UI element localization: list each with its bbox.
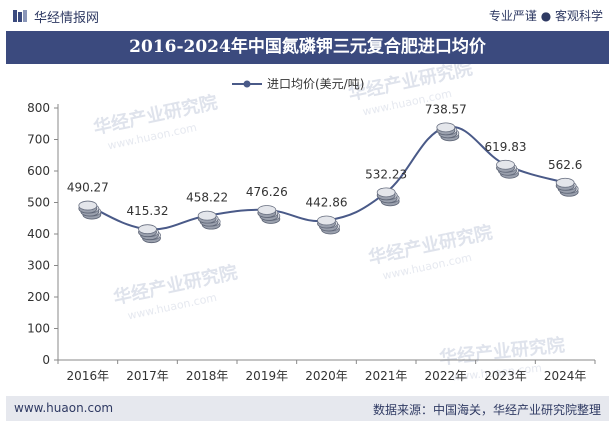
x-tick-label: 2023年 bbox=[484, 369, 527, 383]
watermark-text: 华经产业研究院 bbox=[438, 334, 566, 369]
y-tick-label: 800 bbox=[27, 101, 50, 115]
line-chart: 华经产业研究院www.huaon.com华经产业研究院www.huaon.com… bbox=[27, 64, 596, 384]
y-tick-label: 500 bbox=[27, 196, 50, 210]
x-tick-label: 2021年 bbox=[365, 369, 408, 383]
legend-label: 进口均价(美元/吨) bbox=[267, 77, 364, 91]
x-tick-label: 2019年 bbox=[246, 369, 289, 383]
data-point-marker bbox=[436, 122, 460, 142]
data-point-marker bbox=[197, 210, 221, 230]
data-label: 738.57 bbox=[425, 102, 467, 116]
title-bar: 2016-2024年中国氮磷钾三元复合肥进口均价 bbox=[6, 31, 609, 64]
footer: www.huaon.com 数据来源：中国海关，华经产业研究院整理 bbox=[6, 396, 609, 421]
data-point-marker bbox=[257, 205, 281, 224]
brand-name: 华经情报网 bbox=[34, 11, 100, 26]
y-tick-label: 300 bbox=[27, 259, 50, 273]
tagline: 专业严谨 ● 客观科学 bbox=[488, 9, 603, 23]
data-label: 476.26 bbox=[246, 185, 288, 199]
footer-url[interactable]: www.huaon.com bbox=[14, 401, 114, 415]
chart-title: 2016-2024年中国氮磷钾三元复合肥进口均价 bbox=[129, 37, 486, 57]
data-point-marker bbox=[376, 187, 400, 207]
x-tick-label: 2024年 bbox=[544, 369, 587, 383]
data-label: 562.6 bbox=[548, 158, 582, 172]
x-tick-label: 2020年 bbox=[305, 369, 348, 383]
data-label: 490.27 bbox=[67, 181, 109, 195]
data-point-marker bbox=[317, 215, 340, 235]
y-tick-label: 200 bbox=[27, 290, 50, 304]
y-tick-label: 400 bbox=[27, 227, 50, 241]
y-tick-label: 100 bbox=[27, 322, 50, 336]
top-bar: 华经情报网 专业严谨 ● 客观科学 bbox=[0, 0, 615, 30]
data-label: 442.86 bbox=[306, 195, 348, 209]
data-source: 数据来源：中国海关，华经产业研究院整理 bbox=[372, 403, 601, 417]
legend-marker bbox=[243, 80, 251, 88]
x-tick-label: 2018年 bbox=[186, 369, 229, 383]
data-point-marker bbox=[78, 200, 102, 220]
x-tick-label: 2022年 bbox=[425, 369, 468, 383]
x-tick-label: 2016年 bbox=[67, 369, 110, 383]
y-tick-label: 700 bbox=[27, 133, 50, 147]
data-label: 415.32 bbox=[127, 204, 169, 218]
data-point-marker bbox=[496, 159, 519, 179]
y-tick-label: 600 bbox=[27, 164, 50, 178]
logo-icon bbox=[13, 10, 27, 22]
data-label: 458.22 bbox=[186, 191, 228, 205]
y-tick-label: 0 bbox=[42, 353, 50, 367]
data-label: 532.23 bbox=[365, 167, 407, 181]
data-point-marker bbox=[555, 177, 579, 197]
x-tick-label: 2017年 bbox=[126, 369, 169, 383]
data-point-marker bbox=[138, 224, 161, 244]
data-label: 619.83 bbox=[485, 140, 527, 154]
